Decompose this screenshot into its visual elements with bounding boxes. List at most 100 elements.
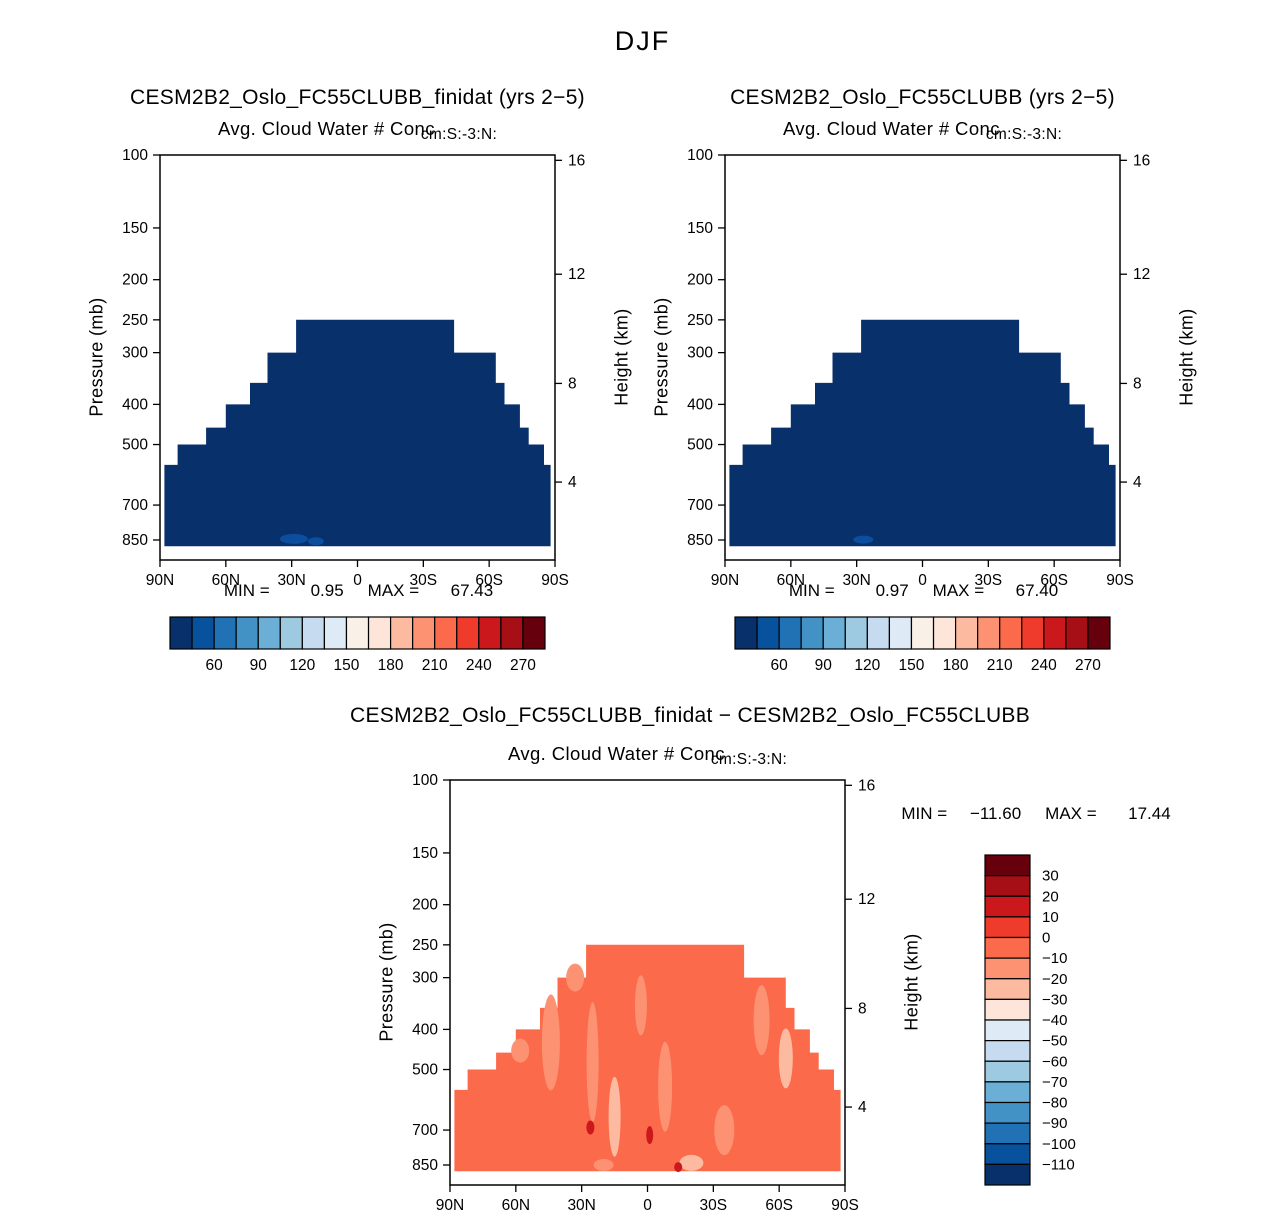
panel1-subtitle-row: Avg. Cloud Water # Conc cm:S:-3:N: [60,118,655,144]
case2-colorbar-swatch [800,616,824,650]
panel1-max-label: MAX = [367,581,420,600]
difference-height-tick-label: 12 [858,891,875,908]
case1-colorbar-swatch [389,616,414,650]
difference-min-label: MIN = [901,804,948,823]
difference-colorbar-swatch [984,1081,1031,1104]
difference-colorbar-swatch [984,936,1031,959]
difference-colorbar-label: 10 [1042,909,1059,926]
case1-x-tick-label: 0 [353,572,362,589]
difference-x-tick-label: 30N [567,1197,595,1211]
difference-contour-patch [679,1154,704,1171]
case1-colorbar-swatch [169,616,193,650]
case1-height-tick-label: 12 [568,266,585,283]
case1-colorbar-swatch [456,616,480,650]
case2-pressure-tick-label: 500 [687,437,713,454]
panel2-title: CESM2B2_Oslo_FC55CLUBB (yrs 2−5) [730,86,1115,109]
difference-contour-patch [586,1120,595,1135]
panel2-max-label: MAX = [932,581,985,600]
case2-colorbar-swatch [954,616,979,650]
difference-contour-patch [658,1041,673,1132]
difference-colorbar-swatch [984,1122,1031,1145]
case1-plot: 90N 60N 30N 0 30S 60S 90S 100 150 200 250 300 400 500… [122,147,585,674]
case1-colorbar-swatch [257,616,281,650]
case2-pressure-tick-label: 400 [687,396,713,413]
case2-colorbar: 60 90 120 150 180 210 240 270 [734,616,1111,674]
case2-x-tick-label: 30S [975,572,1003,589]
case1-colorbar-swatch [478,616,502,650]
case1-colorbar-swatch [367,616,392,650]
difference-colorbar-label: 30 [1042,868,1059,885]
case2-colorbar-label: 90 [815,657,833,674]
case1-height-tick-label: 16 [568,152,585,169]
case2-colorbar-swatch [778,616,802,650]
case1-colorbar-swatch [500,616,524,650]
difference-contour-patch [646,1126,654,1145]
case1-contour-patch [279,533,308,544]
case1-colorbar: 60 90 120 150 180 210 240 270 [169,616,546,674]
panel2-min-value: 0.97 [875,581,909,600]
case1-pressure-tick-label: 300 [122,345,148,362]
difference-contour-patch [634,975,647,1036]
case1-colorbar-label: 240 [466,657,492,674]
difference-pressure-tick-label: 200 [412,897,438,914]
case2-colorbar-label: 60 [770,657,788,674]
case1-x-tick-label: 60N [212,572,240,589]
difference-colorbar-swatch [984,978,1031,1000]
difference-contour-patch [586,1002,599,1123]
difference-contour-patch [593,1159,614,1171]
difference-contour-patch [714,1105,735,1156]
difference-colorbar-swatch [984,916,1031,939]
case2-colorbar-swatch [1021,616,1045,650]
case2-colorbar-swatch [1087,616,1111,650]
difference-colorbar-swatch [984,854,1031,877]
case2-colorbar-swatch [1043,616,1067,650]
panel2-subtitle: Avg. Cloud Water # Conc [782,118,1000,139]
difference-colorbar-label: −90 [1042,1115,1067,1132]
case1-height-tick-label: 4 [568,474,577,491]
difference-stats: MIN = −11.60 MAX = 17.44 [860,804,1210,824]
difference-colorbar-label: −100 [1042,1136,1076,1153]
difference-plot: 90N 60N 30N 0 30S 60S 90S100150200250300400500… [412,772,1076,1211]
panel2-max-value: 67.40 [1015,581,1059,600]
case1-colorbar-label: 90 [250,657,268,674]
difference-colorbar-label: −50 [1042,1033,1067,1050]
case1-colorbar-swatch [522,616,546,650]
difference-contour-patch [674,1162,683,1173]
case1-x-tick-label: 90S [541,572,569,589]
difference-pressure-tick-label: 400 [412,1021,438,1038]
difference-contour-patch [778,1028,793,1089]
case1-colorbar-label: 210 [422,657,448,674]
case2-x-tick-label: 0 [918,572,927,589]
difference-colorbar-swatch [984,1019,1031,1042]
panel2-subtitle-row: Avg. Cloud Water # Conc cm:S:-3:N: [625,118,1220,144]
panel2-min-label: MIN = [788,581,835,600]
case2-colorbar-label: 150 [899,657,925,674]
case1-x-tick-label: 30S [410,572,438,589]
difference-units: cm:S:-3:N: [710,751,788,768]
difference-colorbar-label: −70 [1042,1074,1067,1091]
case1-colorbar-swatch [412,616,436,650]
panel1-min-label: MIN = [223,581,270,600]
difference-x-tick-label: 90N [436,1197,464,1211]
difference-colorbar-label: −80 [1042,1095,1067,1112]
difference-colorbar-swatch [984,998,1031,1021]
case1-colorbar-swatch [279,616,303,650]
difference-x-tick-label: 60N [502,1197,530,1211]
case2-pressure-tick-label: 200 [687,272,713,289]
case1-colorbar-label: 180 [378,657,404,674]
difference-pressure-tick-label: 250 [412,937,438,954]
case1-contour-patch [307,537,324,546]
difference-pressure-tick-label: 500 [412,1062,438,1079]
difference-height-tick-label: 8 [858,1000,867,1017]
difference-colorbar-swatch [984,895,1031,918]
difference-title: CESM2B2_Oslo_FC55CLUBB_finidat − CESM2B2… [350,704,1031,727]
difference-min-value: −11.60 [969,804,1022,823]
case2-contour-patch [853,535,874,544]
difference-colorbar-label: −20 [1042,971,1067,988]
case2-x-tick-label: 60N [777,572,805,589]
case1-x-tick-label: 60S [475,572,503,589]
difference-height-tick-label: 16 [858,777,875,794]
case2-colorbar-swatch [844,616,868,650]
